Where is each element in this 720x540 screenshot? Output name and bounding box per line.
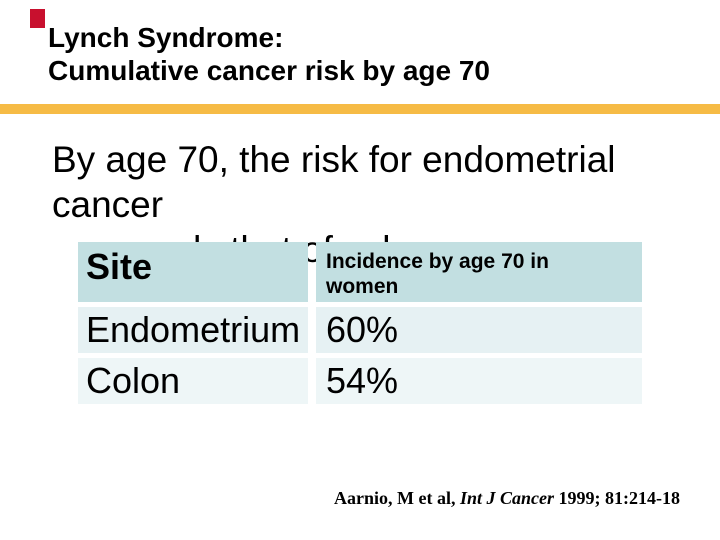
red-accent-square [30, 9, 45, 28]
title-line-2: Cumulative cancer risk by age 70 [48, 55, 490, 86]
table-cell-colon: Colon [78, 358, 308, 404]
table-cell-endometrium-value: 60% [316, 307, 642, 353]
table-header-site: Site [78, 242, 308, 302]
risk-table: Site Incidence by age 70 in women Endome… [78, 242, 642, 404]
title-line-1: Lynch Syndrome: [48, 22, 284, 53]
yellow-divider-bar [0, 104, 720, 114]
body-line-1: By age 70, the risk for endometrial canc… [52, 139, 616, 225]
citation-volume: 1999; 81:214-18 [554, 488, 680, 508]
citation-authors: Aarnio, M et al, [334, 488, 460, 508]
table-cell-colon-value: 54% [316, 358, 642, 404]
citation: Aarnio, M et al, Int J Cancer 1999; 81:2… [334, 488, 680, 509]
slide-title: Lynch Syndrome: Cumulative cancer risk b… [48, 21, 490, 87]
table-header-incidence-label: Incidence by age 70 in women [326, 250, 549, 298]
table-header-incidence: Incidence by age 70 in women [316, 242, 642, 302]
citation-journal: Int J Cancer [459, 488, 555, 508]
table-cell-endometrium: Endometrium [78, 307, 308, 353]
